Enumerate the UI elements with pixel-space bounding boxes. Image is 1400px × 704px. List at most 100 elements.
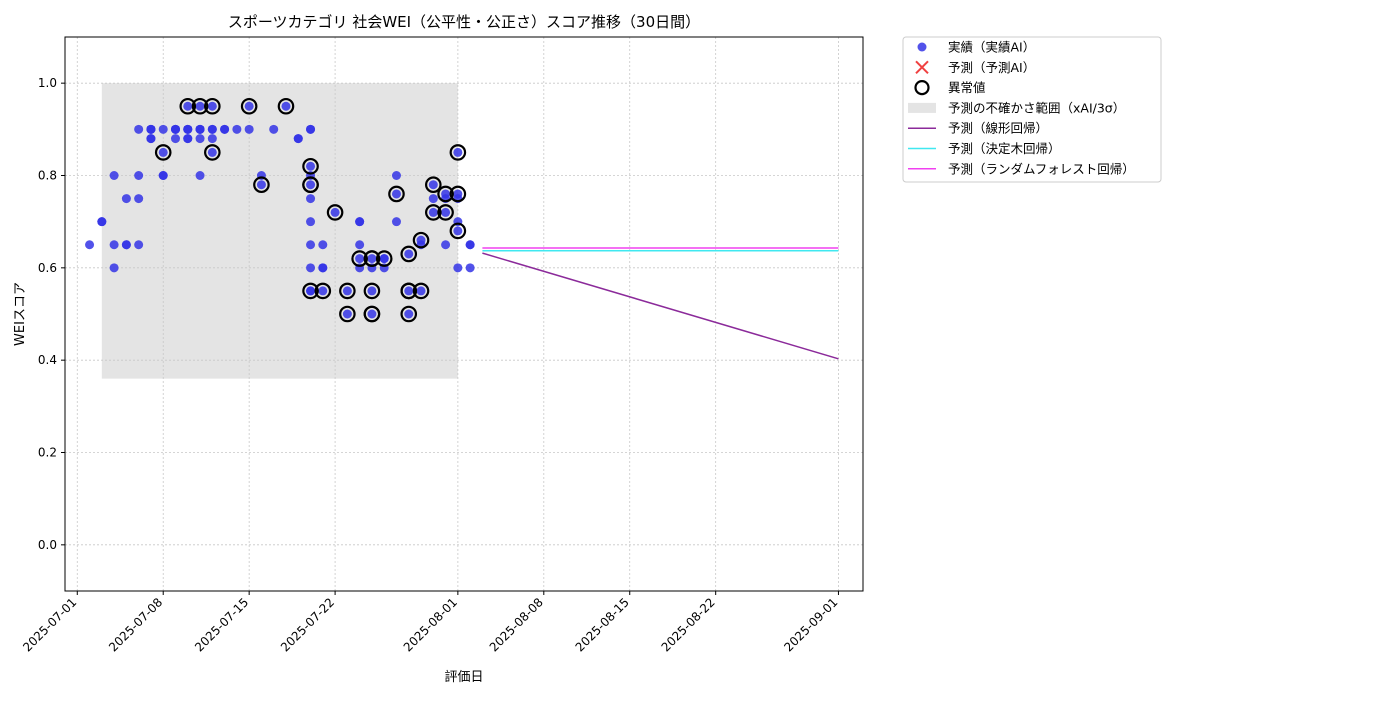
actual-point xyxy=(355,240,365,250)
anomaly-marker xyxy=(314,282,332,300)
anomaly-marker xyxy=(326,204,344,221)
anomaly-marker xyxy=(179,97,197,115)
legend-label: 予測（線形回帰） xyxy=(948,121,1048,136)
x-tick-label: 2025-08-08 xyxy=(487,595,546,654)
legend-item: 実績（実績AI） xyxy=(917,40,1035,55)
actual-point xyxy=(170,134,180,144)
actual-point xyxy=(453,226,463,236)
anomaly-marker xyxy=(154,144,172,161)
anomaly-markers xyxy=(154,97,467,323)
actual-point xyxy=(404,309,414,319)
y-tick-label: 0.4 xyxy=(38,353,57,367)
actual-point xyxy=(391,171,401,180)
y-tick-label: 0.8 xyxy=(38,169,57,183)
actual-point xyxy=(453,263,463,273)
anomaly-marker xyxy=(363,282,381,300)
gridlines xyxy=(65,37,863,591)
actual-point xyxy=(342,286,352,296)
actual-point xyxy=(379,254,389,264)
actual-point xyxy=(134,240,144,250)
anomaly-marker xyxy=(449,144,467,161)
actual-point xyxy=(207,101,217,111)
legend-label: 予測（決定木回帰） xyxy=(948,141,1061,156)
actual-point xyxy=(146,124,156,134)
actual-point xyxy=(256,180,266,190)
actual-point xyxy=(134,194,144,204)
forecast-lines xyxy=(482,247,839,360)
x-axis-label: 評価日 xyxy=(444,670,483,685)
actual-point xyxy=(134,171,144,180)
actual-point xyxy=(220,124,230,134)
forecast-line xyxy=(482,252,839,360)
actual-point xyxy=(318,240,328,250)
x-tick-label: 2025-08-22 xyxy=(659,595,718,654)
actual-point xyxy=(207,147,217,157)
actual-point xyxy=(441,240,451,250)
plot-frame xyxy=(64,36,864,592)
y-tick-label: 0.0 xyxy=(38,538,57,552)
actual-point xyxy=(207,134,217,144)
anomaly-marker xyxy=(191,97,209,115)
actual-point xyxy=(195,124,205,134)
actual-point xyxy=(342,309,352,319)
legend-cross-icon xyxy=(915,60,929,75)
actual-point xyxy=(416,235,426,245)
actual-point xyxy=(121,194,131,204)
actual-point xyxy=(170,124,180,134)
actual-point xyxy=(355,254,365,264)
actual-point xyxy=(244,101,254,111)
actual-point xyxy=(207,124,217,134)
actual-point xyxy=(146,134,156,144)
actual-point xyxy=(416,286,426,296)
actual-point xyxy=(232,124,242,134)
legend-label: 異常値 xyxy=(948,80,986,95)
actual-point xyxy=(183,134,193,144)
x-tick-label: 2025-07-08 xyxy=(106,595,165,654)
actual-point xyxy=(428,194,438,204)
actual-point xyxy=(441,207,451,217)
anomaly-marker xyxy=(302,157,319,175)
actual-point xyxy=(97,217,107,227)
legend-item: 予測（ランダムフォレスト回帰） xyxy=(908,161,1135,176)
anomaly-marker xyxy=(302,282,319,300)
anomaly-marker xyxy=(204,144,221,161)
actual-point xyxy=(183,101,193,111)
anomaly-marker xyxy=(400,245,418,263)
actual-point xyxy=(355,217,365,227)
actual-point xyxy=(428,207,438,217)
anomaly-marker xyxy=(302,176,319,194)
anomaly-marker xyxy=(204,97,221,115)
actual-point xyxy=(428,180,438,190)
uncertainty-band xyxy=(101,83,458,379)
actual-point xyxy=(306,194,316,204)
actual-point xyxy=(195,101,205,111)
anomaly-marker xyxy=(375,250,393,267)
actual-point xyxy=(306,286,316,296)
anomaly-marker xyxy=(449,222,467,240)
actual-point xyxy=(134,124,144,134)
actual-points xyxy=(85,101,475,319)
anomaly-marker xyxy=(412,282,430,300)
anomaly-marker xyxy=(437,204,454,221)
actual-point xyxy=(306,161,316,171)
actual-point xyxy=(158,171,168,180)
actual-point xyxy=(195,171,205,180)
actual-point xyxy=(318,263,328,273)
y-tick-label: 1.0 xyxy=(38,76,57,90)
anomaly-marker xyxy=(339,282,356,300)
anomaly-marker xyxy=(240,97,258,115)
actual-point xyxy=(121,240,131,250)
anomaly-marker xyxy=(253,176,270,194)
anomaly-marker xyxy=(351,250,368,267)
actual-point xyxy=(306,124,316,134)
actual-point xyxy=(109,240,119,250)
x-tick-label: 2025-07-15 xyxy=(192,595,251,654)
actual-point xyxy=(404,286,414,296)
legend-item: 予測（決定木回帰） xyxy=(908,141,1061,156)
legend-item: 予測（予測AI） xyxy=(915,60,1035,75)
actual-point xyxy=(281,101,291,111)
actual-point xyxy=(330,207,340,217)
actual-point xyxy=(367,309,377,319)
actual-point xyxy=(195,134,205,144)
